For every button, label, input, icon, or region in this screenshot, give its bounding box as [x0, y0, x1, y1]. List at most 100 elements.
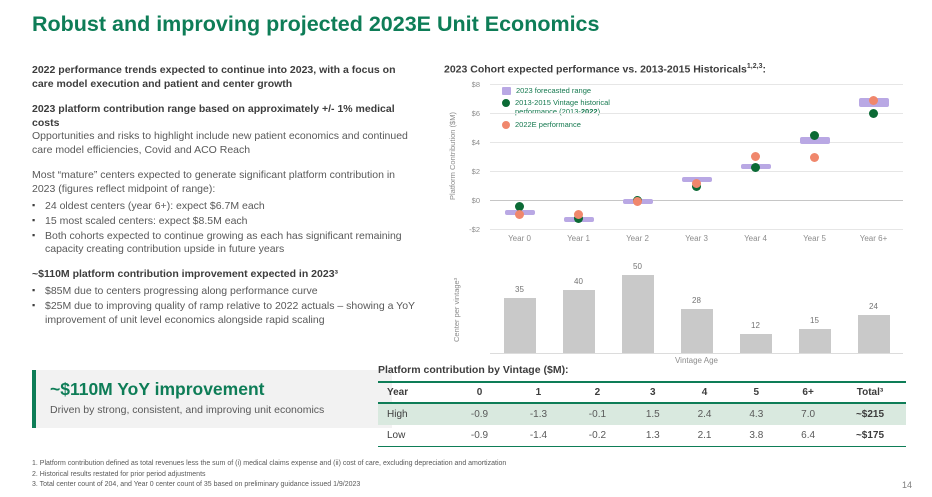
yoy-improvement-callout: ~$110M YoY improvement Driven by strong,…	[32, 370, 392, 428]
bullet-item: 15 most scaled centers: expect $8.5M eac…	[32, 215, 420, 229]
legend-label: 2023 forecasted range	[516, 85, 592, 95]
performance-2022e-dot	[810, 152, 819, 162]
total-cell: ~$215	[834, 403, 906, 425]
row-label-cell: High	[378, 403, 450, 425]
opportunities-paragraph: Opportunities and risks to highlight inc…	[32, 130, 408, 157]
value-cell: 2.1	[678, 425, 731, 447]
bar-value-label: 24	[869, 302, 878, 312]
x-category-label: Year 1	[567, 233, 590, 243]
x-category-label: Year 0	[508, 233, 531, 243]
performance-2022e-dot	[515, 209, 524, 219]
vintage-count-bar	[680, 308, 713, 353]
footnotes: 1. Platform contribution defined as tota…	[32, 459, 888, 491]
gridline	[490, 170, 903, 172]
legend-item: 2023 forecasted range	[502, 86, 677, 95]
footnote: 2. Historical results restated for prior…	[32, 470, 206, 478]
page-number: 14	[901, 480, 912, 490]
page-title: Robust and improving projected 2023E Uni…	[32, 12, 600, 36]
bar-y-axis-label: Center per vintage³	[452, 277, 461, 342]
x-category-label: Year 2	[626, 233, 649, 243]
vintage-count-bar	[798, 329, 831, 353]
legend-label: 2022E performance	[515, 119, 581, 129]
legend-marker-circle	[502, 120, 510, 129]
table-title: Platform contribution by Vintage ($M):	[378, 364, 569, 376]
performance-2022e-dot	[574, 210, 583, 220]
table-header-cell: 3	[626, 381, 679, 404]
right-column: 2023 Cohort expected performance vs. 201…	[444, 63, 906, 371]
legend-marker-circle	[502, 98, 510, 107]
value-cell: -0.9	[450, 403, 509, 425]
value-cell: 1.3	[626, 425, 679, 447]
legend-item: 2013-2015 Vintage historical performance…	[502, 98, 677, 117]
table-header-cell: Total³	[834, 381, 906, 404]
bar-x-axis-label: Vintage Age	[674, 355, 718, 365]
contribution-table-section: Platform contribution by Vintage ($M): Y…	[378, 364, 906, 447]
value-cell: -0.2	[567, 425, 627, 447]
value-cell: -0.1	[567, 403, 627, 425]
gridline	[490, 141, 903, 143]
legend-marker-square	[502, 86, 511, 95]
platform-range-paragraph: 2023 platform contribution range based o…	[32, 102, 395, 129]
table-header-cell: 4	[678, 381, 731, 404]
y-tick-label: $8	[471, 79, 480, 89]
mature-centers-bullet-list: 24 oldest centers (year 6+): expect $6.7…	[32, 200, 420, 257]
historical-performance-dot	[869, 109, 878, 119]
y-tick-label: -$2	[469, 224, 480, 234]
legend-label: 2013-2015 Vintage historical performance…	[515, 97, 610, 116]
value-cell: 3.8	[730, 425, 783, 447]
scatter-chart: Platform Contribution ($M) $8 $6 $4 $2 $0 -$2…	[444, 80, 906, 249]
value-cell: -1.3	[508, 403, 568, 425]
gridline	[490, 199, 903, 201]
bar-value-label: 28	[692, 295, 701, 305]
scatter-y-axis: $8 $6 $4 $2 $0 -$2	[456, 80, 486, 234]
table-row: High -0.9 -1.3 -0.1 1.5 2.4 4.3 7.0 ~$215	[378, 403, 906, 425]
vintage-count-bar	[621, 274, 654, 353]
bullet-item: $85M due to centers progressing along pe…	[32, 285, 420, 299]
total-cell: ~$175	[834, 425, 906, 447]
improvement-paragraph: ~$110M platform contribution improvement…	[32, 268, 339, 281]
footnote: 1. Platform contribution defined as tota…	[32, 460, 507, 467]
row-label-cell: Low	[378, 425, 450, 447]
performance-2022e-dot	[869, 95, 878, 105]
x-category-label: Year 3	[685, 233, 708, 243]
historical-performance-dot	[751, 163, 760, 173]
table-row: Low -0.9 -1.4 -0.2 1.3 2.1 3.8 6.4 ~$175	[378, 425, 906, 447]
vintage-count-bar	[857, 315, 890, 353]
x-category-label: Year 4	[744, 233, 767, 243]
gridline	[490, 228, 903, 230]
bullet-item: $25M due to improving quality of ramp re…	[32, 300, 420, 328]
bar-value-label: 35	[515, 284, 524, 294]
value-cell: 7.0	[782, 403, 834, 425]
scatter-plot-area: 2023 forecasted range 2013-2015 Vintage h…	[490, 83, 903, 230]
performance-2022e-dot	[692, 179, 701, 189]
performance-2022e-dot	[633, 197, 642, 207]
table-header-cell: 5	[730, 381, 783, 404]
scatter-x-axis: Year 0 Year 1 Year 2 Year 3 Year 4 Year 5 Year…	[490, 234, 903, 243]
table-header-cell: Year	[378, 381, 450, 404]
table-header-cell: 0	[450, 381, 509, 404]
value-cell: -1.4	[508, 425, 568, 447]
table-head: Year 0 1 2 3 4 5 6+ Total³	[378, 381, 906, 404]
chart-heading: 2023 Cohort expected performance vs. 201…	[444, 63, 906, 76]
historical-performance-dot	[810, 131, 819, 141]
bullet-item: Both cohorts expected to continue growin…	[32, 230, 420, 258]
vintage-count-bar	[503, 297, 536, 353]
value-cell: 2.4	[678, 403, 731, 425]
callout-subtext: Driven by strong, consistent, and improv…	[50, 404, 325, 416]
bar-value-label: 12	[751, 320, 760, 330]
footnote: 3. Total center count of 204, and Year 0…	[32, 481, 361, 488]
chart-heading-superscript: 1,2,3	[746, 63, 763, 70]
table-body: High -0.9 -1.3 -0.1 1.5 2.4 4.3 7.0 ~$215 Low -0.9…	[378, 403, 906, 447]
bar-value-label: 40	[574, 277, 583, 287]
y-tick-label: $2	[471, 166, 480, 176]
vintage-bar-chart: Center per vintage³ 35 40 50 28 12 15 24 Vinta…	[444, 259, 906, 371]
chart-heading-text: 2023 Cohort expected performance vs. 201…	[444, 63, 747, 76]
x-category-label: Year 6+	[859, 233, 888, 243]
lead-paragraph: 2022 performance trends expected to cont…	[32, 64, 396, 90]
y-tick-label: $6	[471, 108, 480, 118]
gridline	[490, 83, 903, 85]
y-tick-label: $4	[471, 137, 480, 147]
callout-headline: ~$110M YoY improvement	[50, 379, 265, 399]
y-tick-label: $0	[471, 195, 480, 205]
